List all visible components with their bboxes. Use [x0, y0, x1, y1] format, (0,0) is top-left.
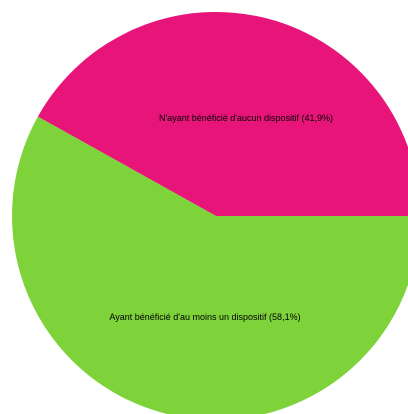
pie-slice-au-moins-un-dispositif — [12, 116, 408, 414]
pie-slice-aucun-dispositif — [37, 12, 408, 216]
slice-label-aucun-dispositif: N'ayant bénéficié d'aucun dispositif (41… — [159, 113, 333, 123]
pie-slices — [12, 12, 408, 414]
pie-labels: N'ayant bénéficié d'aucun dispositif (41… — [109, 113, 333, 322]
slice-label-au-moins-un-dispositif: Ayant bénéficié d'au moins un dispositif… — [109, 312, 300, 322]
